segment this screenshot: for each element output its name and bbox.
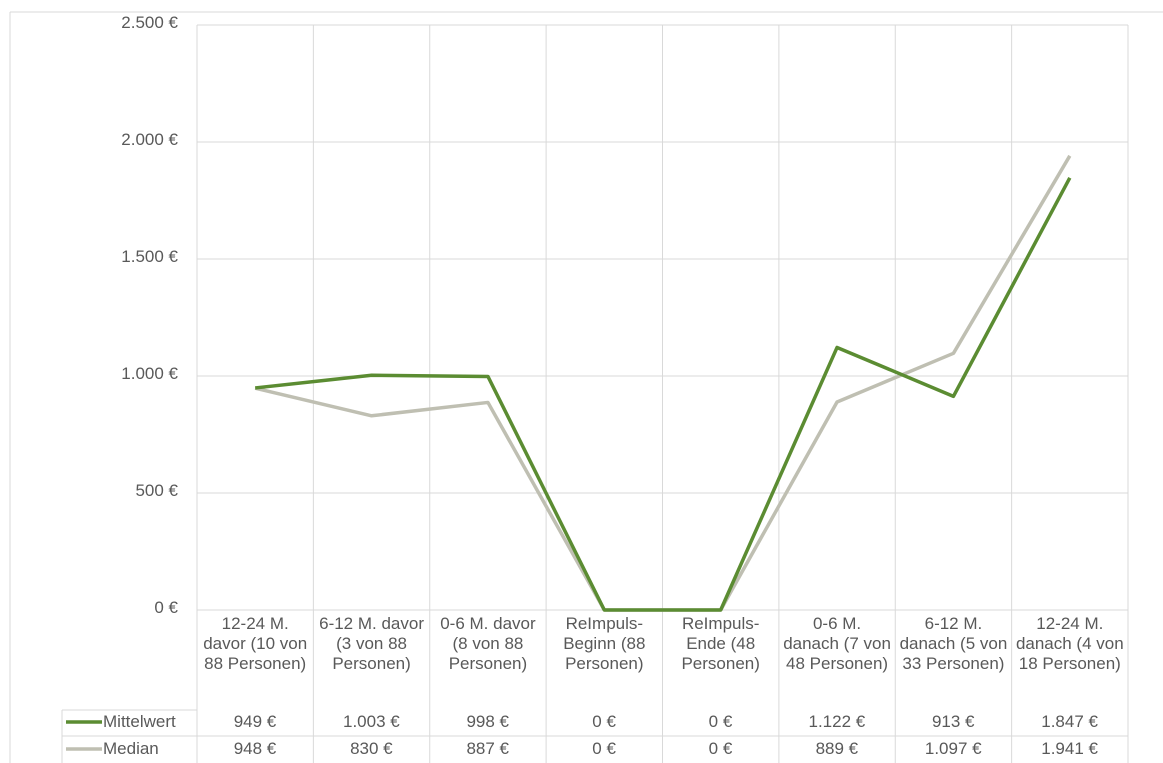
data-table-cell: 0 € bbox=[708, 712, 733, 731]
data-table-cell: 1.097 € bbox=[924, 739, 982, 758]
x-tick-label: ReImpuls-Ende (48 Personen) bbox=[681, 614, 760, 673]
y-tick-label: 1.500 € bbox=[121, 247, 178, 266]
data-table-cell: 1.003 € bbox=[343, 712, 400, 731]
y-tick-label: 0 € bbox=[154, 598, 178, 617]
y-tick-label: 2.000 € bbox=[121, 130, 178, 149]
x-tick-label: ReImpuls-Beginn (88 Personen) bbox=[563, 614, 646, 673]
legend-label: Mittelwert bbox=[103, 712, 176, 731]
data-table-cell: 1.122 € bbox=[808, 712, 866, 731]
data-table-cell: 948 € bbox=[233, 739, 277, 758]
x-tick-label: 12-24 M. danach (4 von 18 Personen) bbox=[1015, 614, 1124, 673]
x-tick-label: 12-24 M. davor (10 von 88 Personen) bbox=[203, 614, 308, 673]
y-tick-label: 1.000 € bbox=[121, 364, 178, 383]
y-tick-label: 2.500 € bbox=[121, 13, 178, 32]
legend-label: Median bbox=[103, 739, 159, 758]
data-table-cell: 0 € bbox=[592, 712, 616, 731]
x-tick-label: 6-12 M. danach (5 von 33 Personen) bbox=[899, 614, 1008, 673]
x-tick-label: 0-6 M. danach (7 von 48 Personen) bbox=[783, 614, 891, 673]
data-table-cell: 889 € bbox=[815, 739, 859, 758]
data-table-cell: 830 € bbox=[350, 739, 393, 758]
data-table-cell: 949 € bbox=[233, 712, 277, 731]
y-tick-label: 500 € bbox=[135, 481, 178, 500]
data-table-cell: 1.847 € bbox=[1041, 712, 1098, 731]
x-tick-label: 0-6 M. davor (8 von 88 Personen) bbox=[440, 614, 536, 673]
data-table-cell: 913 € bbox=[931, 712, 975, 731]
data-table-cell: 887 € bbox=[466, 739, 510, 758]
x-tick-label: 6-12 M. davor (3 von 88 Personen) bbox=[319, 614, 424, 673]
series-line bbox=[254, 176, 1072, 612]
data-table-cell: 1.941 € bbox=[1041, 739, 1098, 758]
data-table-cell: 998 € bbox=[466, 712, 510, 731]
data-table-cell: 0 € bbox=[708, 739, 733, 758]
data-table-cell: 0 € bbox=[592, 739, 616, 758]
